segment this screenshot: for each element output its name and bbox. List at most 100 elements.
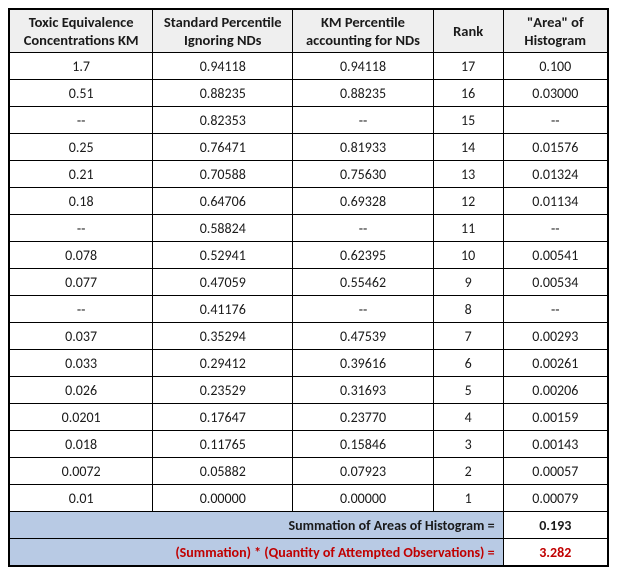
cell: 0.23770	[293, 404, 434, 431]
cell: 0.29412	[153, 350, 293, 377]
cell: 0.00079	[503, 485, 608, 512]
table-row: 0.180.647060.69328120.01134	[9, 188, 608, 215]
cell: 6	[433, 350, 503, 377]
cell: 0.75630	[293, 161, 434, 188]
summary-label-product: (Summation) * (Quantity of Attempted Obs…	[9, 539, 503, 567]
cell: 0.21	[9, 161, 153, 188]
cell: 0.62395	[293, 242, 434, 269]
cell: 0.82353	[153, 107, 293, 134]
table-row: 0.02010.176470.2377040.00159	[9, 404, 608, 431]
cell: 0.100	[503, 53, 608, 80]
summary-row-sum: Summation of Areas of Histogram = 0.193	[9, 512, 608, 539]
cell: 0.51	[9, 80, 153, 107]
cell: 0.078	[9, 242, 153, 269]
table-row: --0.41176--8--	[9, 296, 608, 323]
cell: --	[503, 215, 608, 242]
cell: 8	[433, 296, 503, 323]
cell: 0.69328	[293, 188, 434, 215]
cell: 0.39616	[293, 350, 434, 377]
cell: 0.077	[9, 269, 153, 296]
cell: 0.00000	[153, 485, 293, 512]
summary-row-product: (Summation) * (Quantity of Attempted Obs…	[9, 539, 608, 567]
table-row: --0.58824--11--	[9, 215, 608, 242]
table-row: 0.0770.470590.5546290.00534	[9, 269, 608, 296]
cell: 0.01324	[503, 161, 608, 188]
cell: 0.00541	[503, 242, 608, 269]
cell: 1.7	[9, 53, 153, 80]
cell: 0.23529	[153, 377, 293, 404]
table-row: 0.210.705880.75630130.01324	[9, 161, 608, 188]
cell: 0.00000	[293, 485, 434, 512]
table-row: 0.250.764710.81933140.01576	[9, 134, 608, 161]
cell: --	[9, 107, 153, 134]
table-row: --0.82353--15--	[9, 107, 608, 134]
cell: 0.18	[9, 188, 153, 215]
cell: 0.81933	[293, 134, 434, 161]
km-percentile-table: Toxic Equivalence Concentrations KM Stan…	[8, 8, 609, 567]
cell: --	[9, 215, 153, 242]
cell: 0.31693	[293, 377, 434, 404]
cell: 0.03000	[503, 80, 608, 107]
cell: 1	[433, 485, 503, 512]
cell: 0.64706	[153, 188, 293, 215]
cell: 0.47539	[293, 323, 434, 350]
cell: 10	[433, 242, 503, 269]
cell: 0.01134	[503, 188, 608, 215]
cell: 0.037	[9, 323, 153, 350]
cell: 0.07923	[293, 458, 434, 485]
cell: 0.76471	[153, 134, 293, 161]
cell: --	[503, 107, 608, 134]
col-header-area: "Area" of Histogram	[503, 9, 608, 53]
table-row: 0.0780.529410.62395100.00541	[9, 242, 608, 269]
cell: 0.00293	[503, 323, 608, 350]
cell: 0.25	[9, 134, 153, 161]
cell: 11	[433, 215, 503, 242]
table-body: 1.70.941180.94118170.1000.510.882350.882…	[9, 53, 608, 512]
cell: 15	[433, 107, 503, 134]
cell: 4	[433, 404, 503, 431]
cell: 17	[433, 53, 503, 80]
table-row: 1.70.941180.94118170.100	[9, 53, 608, 80]
table-row: 0.0180.117650.1584630.00143	[9, 431, 608, 458]
cell: --	[293, 296, 434, 323]
cell: 9	[433, 269, 503, 296]
col-header-rank: Rank	[433, 9, 503, 53]
cell: 0.0072	[9, 458, 153, 485]
cell: 0.88235	[153, 80, 293, 107]
cell: --	[9, 296, 153, 323]
cell: 0.52941	[153, 242, 293, 269]
cell: 0.033	[9, 350, 153, 377]
cell: 0.00261	[503, 350, 608, 377]
cell: 0.47059	[153, 269, 293, 296]
cell: 0.70588	[153, 161, 293, 188]
cell: 12	[433, 188, 503, 215]
cell: 0.17647	[153, 404, 293, 431]
cell: 0.41176	[153, 296, 293, 323]
table-row: 0.00720.058820.0792320.00057	[9, 458, 608, 485]
table-row: 0.0260.235290.3169350.00206	[9, 377, 608, 404]
col-header-km: KM Percentile accounting for NDs	[293, 9, 434, 53]
cell: 0.00206	[503, 377, 608, 404]
cell: --	[293, 215, 434, 242]
summary-label-sum: Summation of Areas of Histogram =	[9, 512, 503, 539]
col-header-teq: Toxic Equivalence Concentrations KM	[9, 9, 153, 53]
cell: 13	[433, 161, 503, 188]
cell: --	[503, 296, 608, 323]
cell: 0.026	[9, 377, 153, 404]
cell: 0.11765	[153, 431, 293, 458]
cell: 2	[433, 458, 503, 485]
cell: 0.94118	[293, 53, 434, 80]
table-row: 0.0330.294120.3961660.00261	[9, 350, 608, 377]
cell: 0.018	[9, 431, 153, 458]
col-header-std: Standard Percentile Ignoring NDs	[153, 9, 293, 53]
cell: 0.00534	[503, 269, 608, 296]
cell: 0.35294	[153, 323, 293, 350]
cell: 14	[433, 134, 503, 161]
table-row: 0.0370.352940.4753970.00293	[9, 323, 608, 350]
header-row: Toxic Equivalence Concentrations KM Stan…	[9, 9, 608, 53]
table-row: 0.510.882350.88235160.03000	[9, 80, 608, 107]
cell: 3	[433, 431, 503, 458]
cell: 0.88235	[293, 80, 434, 107]
cell: 0.05882	[153, 458, 293, 485]
table-row: 0.010.000000.0000010.00079	[9, 485, 608, 512]
